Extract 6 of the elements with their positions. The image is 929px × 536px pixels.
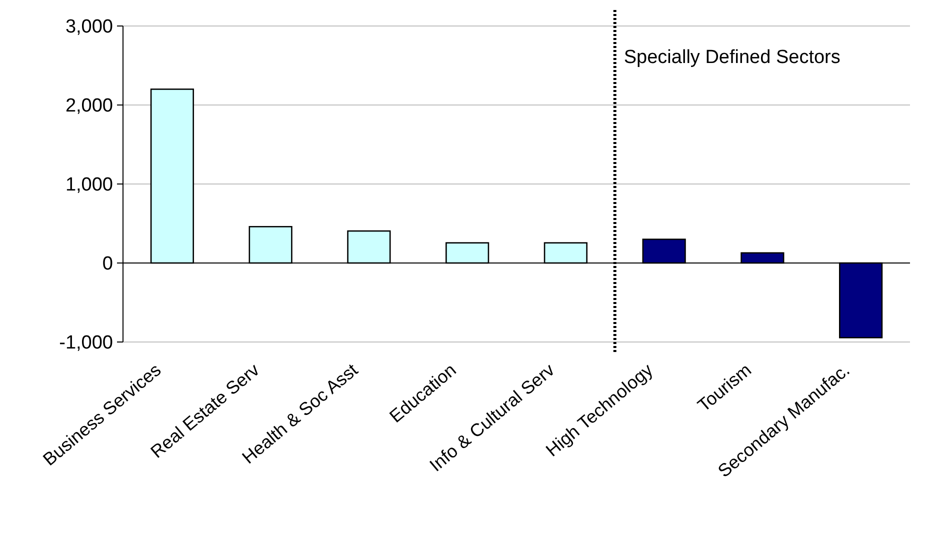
y-tick-label: 3,000: [65, 16, 113, 38]
y-tick-label: 1,000: [65, 174, 113, 196]
y-tick-label: 0: [102, 254, 113, 275]
y-tick-label: -1,000: [59, 332, 113, 354]
ref-line-label: Specially Defined Sectors: [624, 47, 840, 68]
y-tick-label: 2,000: [65, 96, 113, 117]
